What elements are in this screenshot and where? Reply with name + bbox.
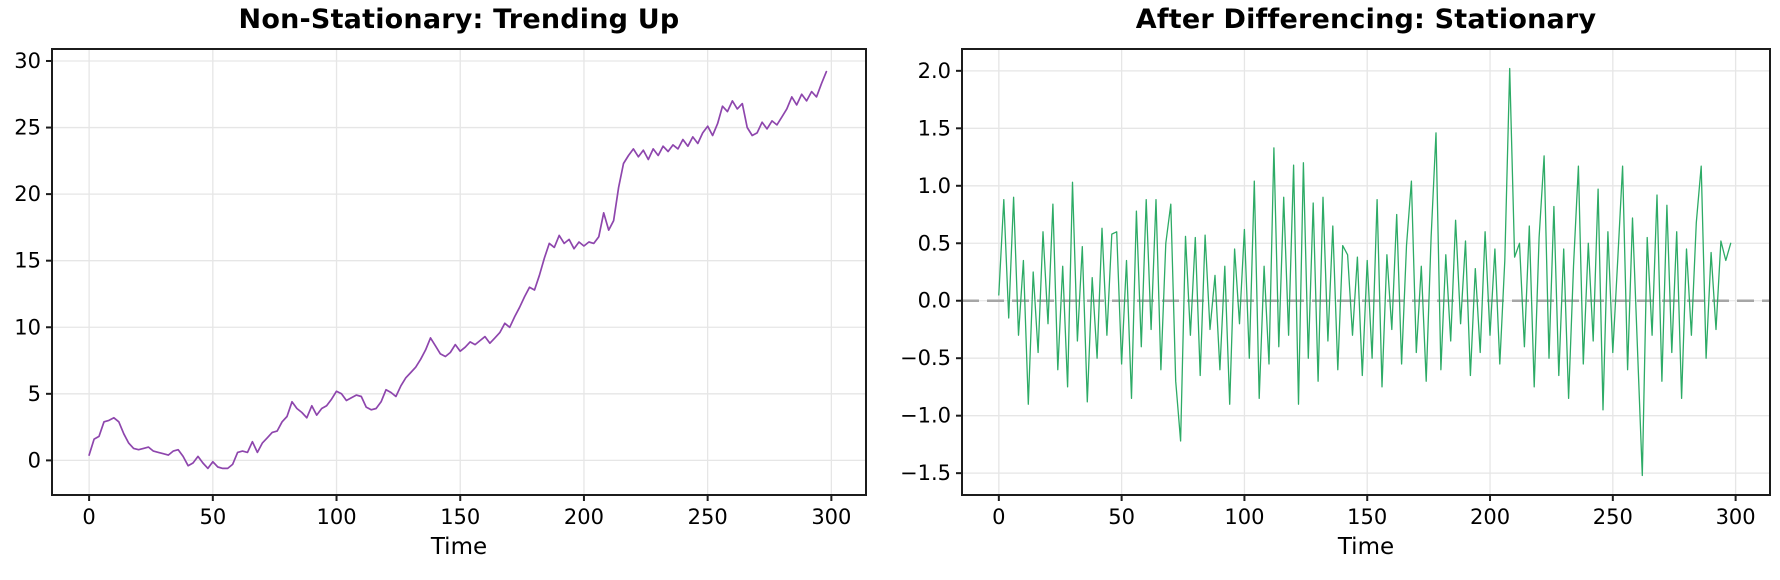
x-tick-label: 150 bbox=[440, 505, 480, 529]
y-tick-label: 1.0 bbox=[918, 174, 951, 198]
y-tick-label: 15 bbox=[14, 249, 41, 273]
y-tick-label: −1.0 bbox=[900, 404, 951, 428]
x-tick-label: 0 bbox=[992, 505, 1005, 529]
x-tick-label: 200 bbox=[1470, 505, 1510, 529]
x-tick-label: 100 bbox=[316, 505, 356, 529]
left-chart-canvas: 0 50 100 150 200 250 300 0 5 10 15 20 25 30 bbox=[14, 48, 867, 529]
plot-border bbox=[961, 48, 1771, 496]
right-chart-xlabel: Time bbox=[1337, 534, 1395, 560]
x-tick-label: 300 bbox=[1716, 505, 1756, 529]
x-tick-label: 100 bbox=[1224, 505, 1264, 529]
y-tick-label: 5 bbox=[28, 382, 41, 406]
left-chart-xlabel: Time bbox=[430, 534, 488, 560]
x-tick-label: 50 bbox=[199, 505, 226, 529]
y-tick-label: 0 bbox=[28, 448, 41, 472]
panel-nonstationary: Non-Stationary: Trending Up 0 50 100 150 200… bbox=[14, 4, 867, 560]
plot-border bbox=[51, 48, 867, 496]
y-tick-label: −1.5 bbox=[900, 461, 951, 485]
y-tick-label: 2.0 bbox=[918, 59, 951, 83]
y-tick-label: 10 bbox=[14, 315, 41, 339]
y-tick-label: 0.5 bbox=[918, 231, 951, 255]
series-line bbox=[88, 70, 828, 470]
x-tick-label: 250 bbox=[688, 505, 728, 529]
y-tick-label: 20 bbox=[14, 182, 41, 206]
x-tick-label: 50 bbox=[1108, 505, 1135, 529]
right-chart-canvas: 0 50 100 150 200 250 300 2.0 1.5 1.0 0.5 0.0 −0.5 −1.… bbox=[900, 48, 1771, 529]
x-tick-label: 300 bbox=[811, 505, 851, 529]
left-chart-title: Non-Stationary: Trending Up bbox=[238, 4, 680, 35]
panel-stationary: After Differencing: Stationary 0 50 100 150… bbox=[890, 0, 1780, 580]
y-tick-label: 30 bbox=[14, 49, 41, 73]
right-chart-title: After Differencing: Stationary bbox=[1135, 4, 1597, 35]
series-line bbox=[998, 67, 1732, 477]
x-tick-label: 0 bbox=[82, 505, 95, 529]
x-tick-label: 150 bbox=[1347, 505, 1387, 529]
x-tick-label: 250 bbox=[1593, 505, 1633, 529]
x-tick-label: 200 bbox=[564, 505, 604, 529]
y-tick-label: 0.0 bbox=[918, 289, 951, 313]
y-tick-label: 25 bbox=[14, 116, 41, 140]
y-tick-label: 1.5 bbox=[918, 116, 951, 140]
y-tick-label: −0.5 bbox=[900, 346, 951, 370]
